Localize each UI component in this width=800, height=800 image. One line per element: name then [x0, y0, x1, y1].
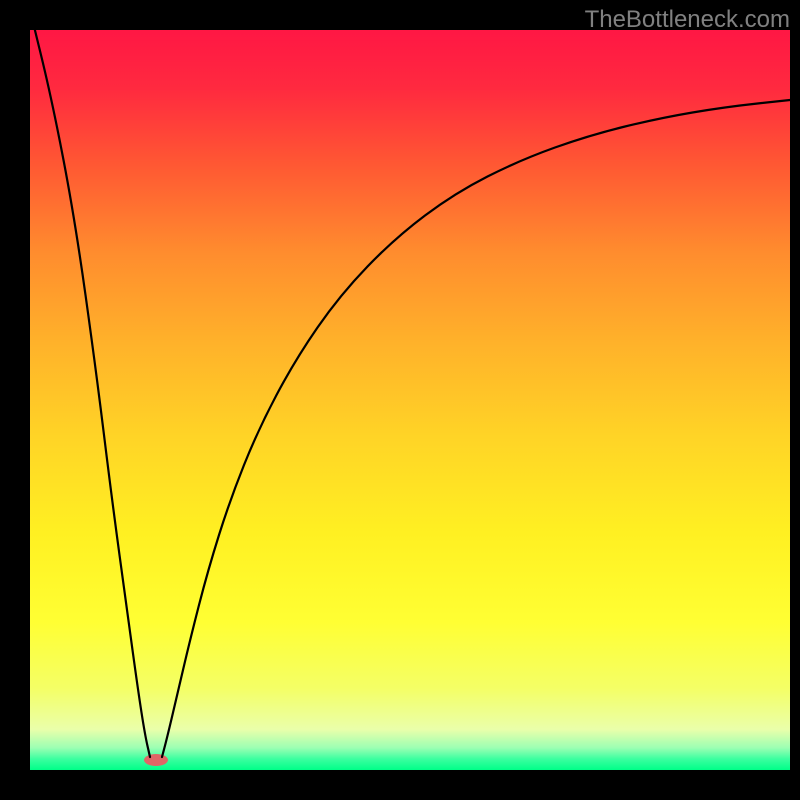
- chart-svg: [0, 0, 800, 800]
- watermark-text: TheBottleneck.com: [585, 6, 790, 34]
- bottleneck-chart: TheBottleneck.com: [0, 0, 800, 800]
